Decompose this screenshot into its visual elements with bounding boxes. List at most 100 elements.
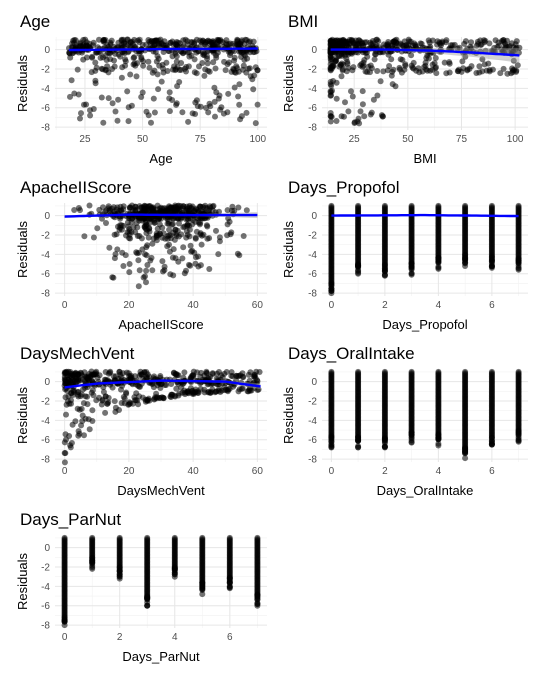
residual-point — [136, 217, 143, 224]
residual-point — [247, 387, 254, 394]
residual-point — [171, 236, 178, 243]
residual-point — [146, 64, 153, 71]
panel-title: BMI — [288, 12, 318, 31]
residual-point — [500, 48, 507, 55]
residual-point — [181, 369, 188, 376]
residual-point — [143, 369, 150, 375]
residual-point — [126, 401, 133, 408]
residual-point — [372, 43, 379, 50]
y-tick-label: -6 — [41, 435, 50, 446]
residual-point — [364, 53, 371, 60]
residual-point — [61, 616, 68, 623]
residual-point — [213, 388, 220, 395]
panel-title: Days_OralIntake — [288, 344, 415, 363]
residual-point — [188, 248, 195, 255]
residual-point — [408, 432, 415, 438]
residual-point — [80, 56, 87, 63]
residual-point — [389, 68, 396, 75]
residual-point — [99, 215, 105, 222]
residual-point — [147, 257, 154, 264]
residual-point — [254, 591, 261, 598]
x-tick-label: 60 — [252, 300, 264, 311]
residual-point — [213, 52, 219, 59]
residual-point — [216, 234, 223, 241]
x-tick-label: 100 — [249, 134, 266, 145]
residual-point — [144, 595, 151, 602]
residual-point — [328, 290, 335, 297]
residual-point — [96, 206, 103, 213]
residual-point — [114, 246, 121, 253]
residual-point — [351, 119, 358, 126]
residual-point — [437, 40, 444, 47]
residual-point — [83, 39, 90, 46]
residual-point — [231, 84, 238, 91]
residual-point — [193, 70, 200, 77]
residual-point — [187, 242, 194, 249]
residual-point — [340, 37, 347, 44]
smooth-line — [68, 47, 258, 52]
residual-point — [237, 40, 244, 47]
y-tick-label: 0 — [44, 211, 50, 222]
residual-point — [197, 373, 204, 380]
residual-point — [166, 108, 173, 115]
y-tick-label: -2 — [308, 64, 317, 75]
residual-point — [225, 215, 232, 222]
residual-point — [75, 428, 82, 435]
residual-point — [165, 220, 172, 227]
residual-point — [381, 444, 388, 451]
residual-point — [250, 86, 257, 93]
residual-point — [332, 58, 339, 65]
residual-point — [176, 220, 182, 227]
residual-point — [172, 66, 179, 73]
residual-point — [228, 372, 235, 379]
residual-point — [120, 263, 127, 269]
residual-point — [247, 49, 253, 56]
residual-point — [68, 77, 75, 84]
residual-point — [229, 203, 236, 210]
residual-point — [488, 264, 495, 271]
residual-point — [166, 248, 173, 255]
y-tick-label: -4 — [41, 582, 50, 593]
y-tick-label: -6 — [308, 269, 317, 280]
residual-point — [78, 405, 85, 412]
x-tick-label: 40 — [188, 466, 200, 477]
residual-point — [86, 202, 93, 209]
residual-point — [89, 387, 96, 394]
smooth-line — [330, 48, 520, 57]
residual-point — [402, 61, 409, 68]
residual-point — [140, 62, 147, 69]
residual-point — [166, 89, 173, 96]
x-tick-label: 20 — [123, 466, 135, 477]
residual-point — [164, 235, 171, 242]
residual-point — [100, 54, 106, 61]
x-tick-label: 75 — [456, 134, 468, 145]
residual-point — [327, 92, 334, 99]
residual-point — [486, 40, 493, 47]
residual-point — [464, 67, 471, 74]
residual-point — [212, 209, 219, 216]
residual-point — [359, 40, 366, 46]
residual-point — [215, 251, 222, 258]
residual-point — [186, 261, 192, 268]
residual-point — [185, 63, 192, 70]
residual-point — [410, 59, 417, 66]
residual-point — [231, 57, 238, 64]
residual-point — [479, 68, 486, 75]
residual-point — [374, 36, 380, 43]
residual-point — [136, 267, 143, 274]
residual-point — [73, 378, 80, 385]
residual-point — [459, 58, 466, 65]
residual-point — [199, 60, 206, 66]
residual-point — [135, 257, 142, 264]
residual-point — [168, 381, 175, 387]
residual-point — [112, 108, 119, 115]
residual-point — [98, 94, 105, 101]
panel-title: ApacheIIScore — [20, 178, 132, 197]
x-axis-title: Age — [149, 151, 172, 166]
x-tick-label: 40 — [188, 300, 200, 311]
residual-point — [333, 118, 340, 124]
smooth-line — [331, 213, 519, 218]
residual-point — [238, 385, 245, 392]
residual-point — [222, 67, 229, 74]
panel-days-parnut: 0 2 4 6 0 -2 -4 -6 -8 Days_ParNut Days_ParNut Resid… — [15, 510, 267, 664]
